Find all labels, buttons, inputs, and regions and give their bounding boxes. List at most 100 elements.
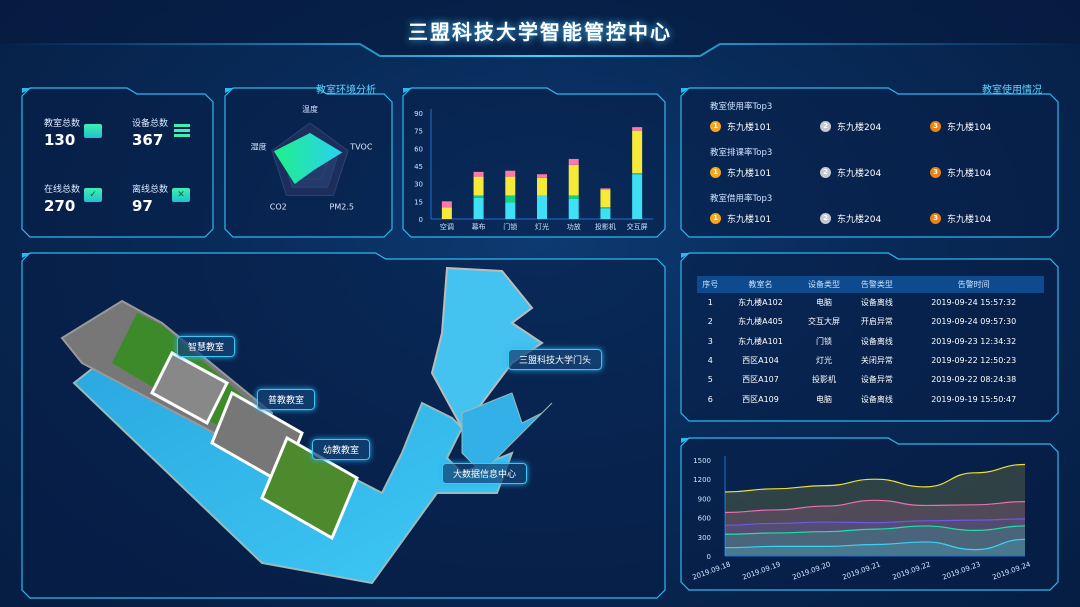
stat-label: 在线总数 bbox=[44, 185, 81, 195]
panel-border bbox=[402, 87, 666, 238]
panel-border bbox=[680, 87, 1059, 238]
table-cell: 设备异常 bbox=[860, 375, 893, 385]
series-line bbox=[724, 499, 1026, 514]
map-label-smart-classroom[interactable]: 智慧教室 bbox=[177, 336, 236, 357]
table-cell: 设备离线 bbox=[860, 394, 893, 404]
table-cell: 西区A109 bbox=[742, 394, 779, 404]
alarm-table-panel: 序号 教室名 设备类型 告警类型 告警时间 1 东九楼A102 电脑 设备离线 2019-09-… bbox=[680, 252, 1059, 422]
device-chart-panel: 0 15 30 45 60 75 90 空调 幕布 门锁 灯光 功放 投影机 交互屏 bbox=[402, 87, 666, 238]
table-row[interactable]: 1 东九楼A102 电脑 设备离线 2019-09-24 15:57:32 bbox=[697, 293, 1044, 312]
rank-item[interactable]: 2 东九楼204 bbox=[820, 166, 881, 179]
stat-label: 离线总数 bbox=[132, 185, 169, 195]
panel-border bbox=[680, 252, 1059, 422]
bar-segment bbox=[568, 164, 579, 196]
y-tick-label: 15 bbox=[414, 198, 423, 206]
table-cell: 门锁 bbox=[815, 336, 832, 346]
rank-item[interactable]: 1 东九楼101 bbox=[710, 212, 771, 225]
corner-accent bbox=[403, 88, 413, 93]
rank-classroom-name: 东九楼204 bbox=[837, 123, 882, 133]
table-cell: 西区A104 bbox=[742, 356, 779, 366]
bar-segment bbox=[441, 201, 452, 208]
bar-segment bbox=[473, 171, 484, 177]
radar-axis-label: CO2 bbox=[270, 203, 287, 212]
medal-icon: 2 bbox=[820, 121, 831, 132]
rank-classroom-name: 东九楼101 bbox=[727, 169, 772, 179]
bar-segment bbox=[537, 195, 547, 219]
header-banner bbox=[0, 0, 1080, 63]
series-area bbox=[725, 525, 1025, 556]
table-cell: 2019-09-23 12:34:32 bbox=[931, 336, 1017, 346]
rank-item[interactable]: 2 东九楼204 bbox=[820, 120, 881, 133]
x-tick-label: 2019.09.24 bbox=[991, 560, 1032, 581]
rank-classroom-name: 东九楼104 bbox=[947, 169, 992, 179]
panel-frame bbox=[680, 437, 1059, 591]
medal-icon: 1 bbox=[710, 167, 721, 178]
rank-item[interactable]: 1 东九楼101 bbox=[710, 120, 771, 133]
x-tick-label: 2019.09.22 bbox=[891, 560, 931, 581]
map-label-data-center[interactable]: 大数据信息中心 bbox=[442, 463, 528, 484]
bar-segment bbox=[632, 173, 643, 175]
series-area bbox=[725, 500, 1025, 556]
bar-segment bbox=[505, 170, 516, 177]
y-tick-label: 90 bbox=[414, 110, 423, 118]
rank-item[interactable]: 1 东九楼101 bbox=[710, 166, 771, 179]
rank-item[interactable]: 3 东九楼104 bbox=[930, 120, 991, 133]
table-row[interactable]: 2 东九楼A405 交互大屏 开启异常 2019-09-24 09:57:30 bbox=[697, 312, 1044, 331]
table-row[interactable]: 3 东九楼A101 门锁 设备离线 2019-09-23 12:34:32 bbox=[697, 332, 1044, 351]
campus-3d-map bbox=[60, 266, 553, 585]
stat-offline: 离线总数 97 bbox=[132, 182, 168, 215]
panel-frame bbox=[402, 87, 666, 238]
series-line bbox=[724, 538, 1026, 551]
bar-segment bbox=[505, 195, 516, 203]
y-tick-label: 1200 bbox=[693, 476, 711, 484]
building-data-center bbox=[461, 392, 553, 474]
map-label-university-gate[interactable]: 三盟科技大学门头 bbox=[508, 349, 603, 370]
bar-segment bbox=[568, 195, 579, 199]
column-header: 告警类型 bbox=[850, 276, 904, 293]
table-row[interactable]: 6 西区A109 电脑 设备离线 2019-09-19 15:50:47 bbox=[697, 389, 1044, 408]
bar-segment bbox=[600, 207, 611, 209]
rank-classroom-name: 东九楼104 bbox=[947, 123, 992, 133]
bar-segment bbox=[568, 158, 579, 165]
medal-icon: 3 bbox=[930, 167, 941, 178]
rank-classroom-name: 东九楼101 bbox=[727, 123, 772, 133]
rank-item[interactable]: 3 东九楼104 bbox=[930, 166, 991, 179]
table-cell: 投影机 bbox=[811, 375, 836, 385]
map-label-preschool-classroom[interactable]: 幼教教室 bbox=[312, 439, 371, 460]
series-line bbox=[724, 463, 1026, 493]
table-row[interactable]: 5 西区A107 投影机 设备异常 2019-09-22 08:24:38 bbox=[697, 370, 1044, 389]
table-cell: 电脑 bbox=[815, 298, 832, 308]
environment-radar-chart: 温度 TVOC PM2.5 CO2 湿度 bbox=[251, 104, 373, 212]
medal-icon: 2 bbox=[820, 213, 831, 224]
bar-segment bbox=[632, 130, 643, 174]
corner-accent bbox=[22, 253, 32, 258]
table-cell: 灯光 bbox=[815, 356, 832, 366]
medal-icon: 3 bbox=[930, 121, 941, 132]
panel-border bbox=[21, 87, 214, 238]
y-tick-label: 60 bbox=[414, 145, 423, 153]
map-label-general-classroom[interactable]: 普教教室 bbox=[257, 389, 316, 410]
bar-segment bbox=[473, 176, 484, 196]
bar-segment bbox=[505, 176, 516, 196]
radar-axis-label: 温度 bbox=[302, 104, 318, 114]
rank-item[interactable]: 3 东九楼104 bbox=[930, 212, 991, 225]
medal-icon: 1 bbox=[710, 213, 721, 224]
stats-panel: 教室总数 130 设备总数 367 在线总数 270 ✓ 离线总数 97 ✕ bbox=[21, 87, 214, 238]
table-cell: 5 bbox=[707, 375, 713, 385]
table-row[interactable]: 4 西区A104 灯光 关闭异常 2019-09-22 12:50:23 bbox=[697, 351, 1044, 370]
medal-icon: 2 bbox=[820, 167, 831, 178]
trend-chart-panel: 0 300 600 900 1200 1500 2019.09.18 2019.09.19 20… bbox=[680, 437, 1059, 591]
corner-accent bbox=[225, 88, 235, 93]
stat-online: 在线总数 270 bbox=[44, 182, 80, 215]
medal-icon: 3 bbox=[930, 213, 941, 224]
x-tick-label: 交互屏 bbox=[627, 222, 648, 231]
series-area bbox=[725, 539, 1025, 556]
y-tick-label: 300 bbox=[698, 534, 711, 542]
rank-item[interactable]: 2 东九楼204 bbox=[820, 212, 881, 225]
x-tick-label: 功放 bbox=[567, 222, 581, 231]
bar-segment bbox=[600, 189, 611, 208]
stat-devices: 设备总数 367 bbox=[132, 116, 168, 149]
x-tick-label: 2019.09.23 bbox=[941, 560, 981, 581]
x-tick-label: 灯光 bbox=[535, 222, 549, 231]
x-tick-label: 投影机 bbox=[595, 222, 616, 231]
